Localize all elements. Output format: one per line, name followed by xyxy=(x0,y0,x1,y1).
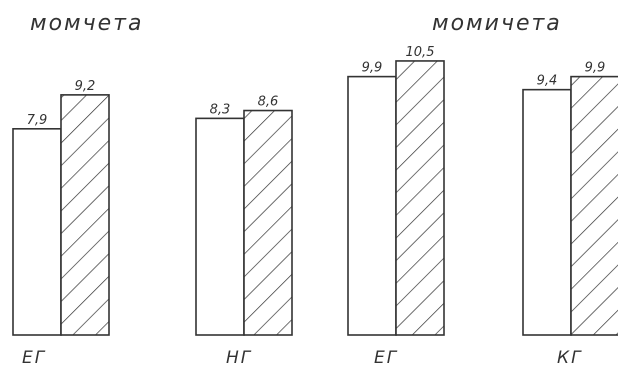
value-label-hatched-0: 9,2 xyxy=(75,79,96,94)
category-label-0: ЕГ xyxy=(22,348,46,368)
bar-hatched-2 xyxy=(395,60,445,336)
bar-plain-1 xyxy=(195,117,245,336)
group-title-girls: момичета xyxy=(432,11,562,36)
bar-hatched-1 xyxy=(243,109,293,336)
bar-plain-3 xyxy=(522,88,572,336)
value-label-hatched-2: 10,5 xyxy=(406,45,435,60)
bar-hatched-0 xyxy=(60,94,110,336)
value-label-hatched-3: 9,9 xyxy=(585,61,606,76)
value-label-hatched-1: 8,6 xyxy=(258,95,279,110)
value-label-plain-2: 9,9 xyxy=(362,61,383,76)
bar-plain-0 xyxy=(12,128,62,336)
category-label-1: НГ xyxy=(226,348,252,368)
bar-hatched-3 xyxy=(570,75,618,336)
bars-layer: 7,9 9,2 ЕГ 8,3 8,6 НГ 9,9 10,5 ЕГ 9,4 9,9 КГ xyxy=(12,45,618,368)
category-label-3: КГ xyxy=(557,348,583,368)
category-label-2: ЕГ xyxy=(374,348,398,368)
bar-plain-2 xyxy=(347,75,397,336)
group-title-boys: момчета xyxy=(30,11,143,36)
value-label-plain-3: 9,4 xyxy=(537,74,558,89)
value-label-plain-1: 8,3 xyxy=(210,102,231,117)
value-label-plain-0: 7,9 xyxy=(27,113,48,128)
